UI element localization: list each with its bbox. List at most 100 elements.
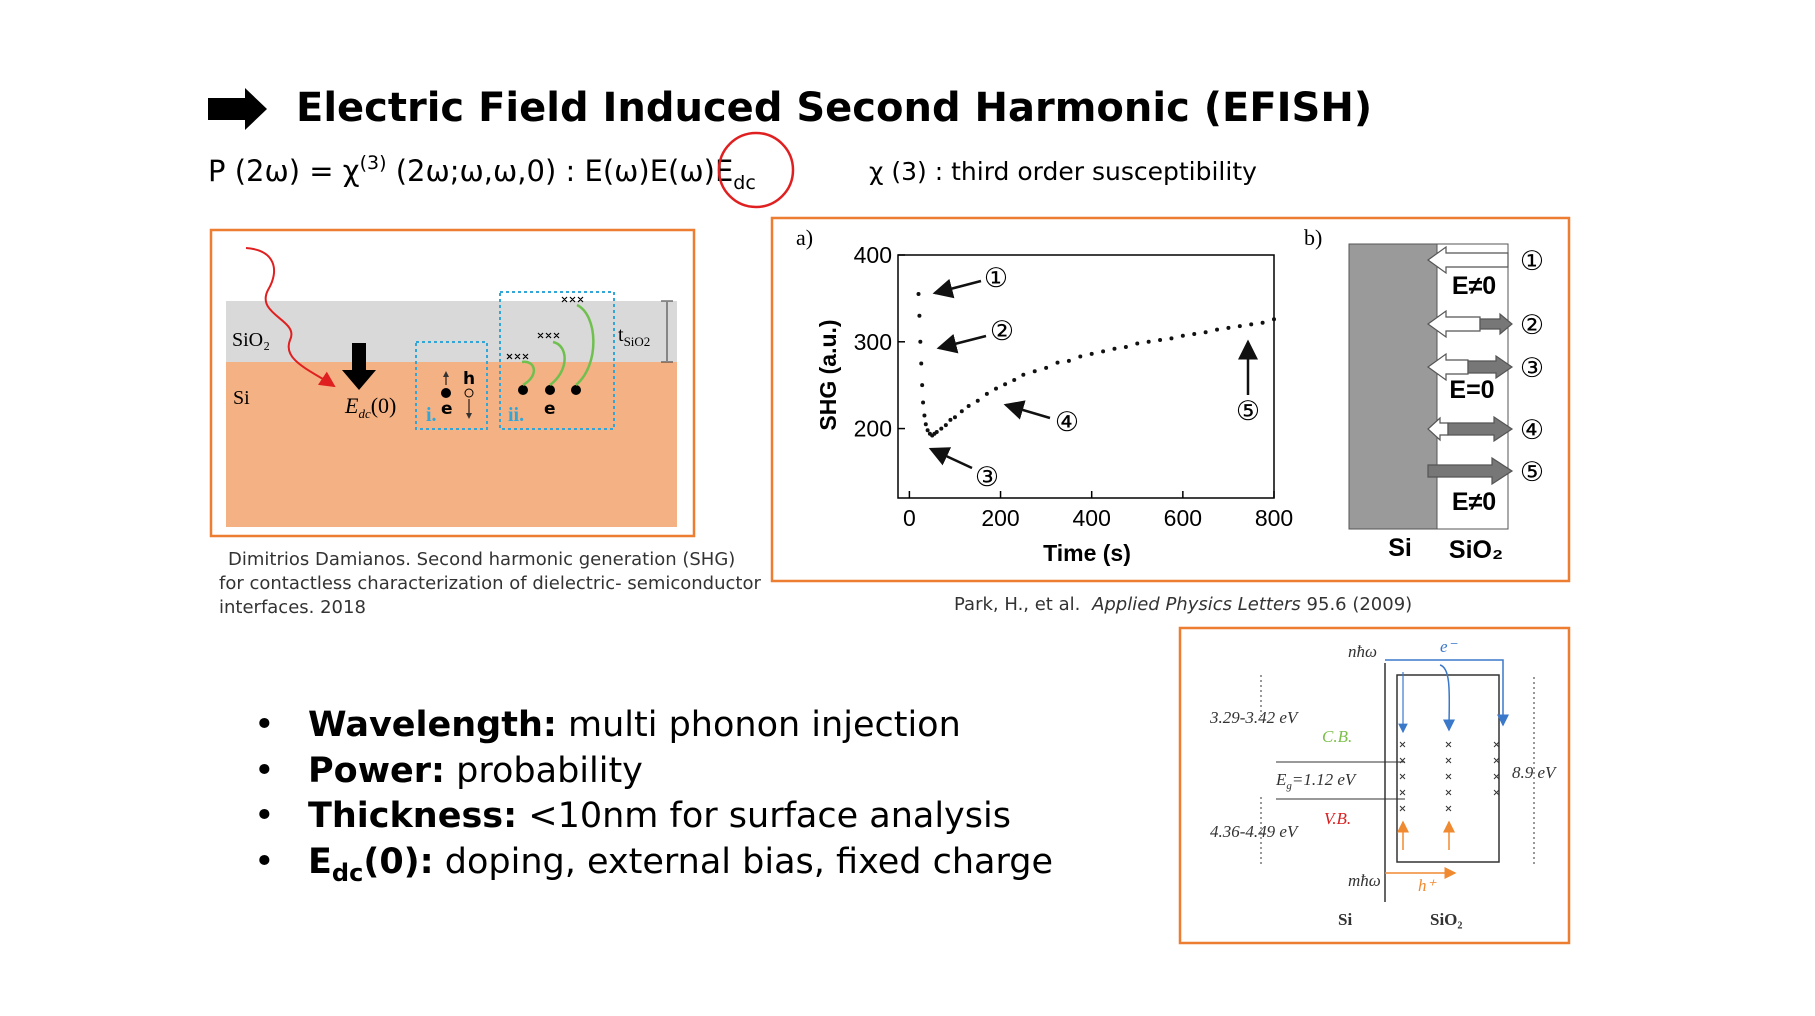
equation-note: χ (3) : third order susceptibility [869,157,1257,186]
incident-light [245,247,336,388]
data-point [1032,369,1037,374]
data-point [948,417,953,422]
highlight-circle [717,131,795,209]
field-subscript: dc [358,406,371,421]
caption-line: Dimitrios Damianos. Second harmonic gene… [228,549,735,570]
trap-states [1399,741,1500,812]
title: Electric Field Induced Second Harmonic (… [296,85,1372,131]
title-arrow [208,88,267,130]
y-tick-label: 300 [854,329,892,355]
annotation-arrow [936,333,987,354]
region-box [415,341,488,430]
x-tick-label: 0 [903,505,916,531]
data-point [1135,341,1140,346]
data-point [1066,358,1071,363]
trapped-charges [506,296,584,360]
caption-line: for contactless characterization of diel… [219,573,761,594]
data-point [934,430,939,435]
gap-subscript: g [1286,780,1292,792]
data-point [959,409,964,414]
electron-path [1385,659,1509,727]
bullet-item: Edc(0): doping, external bias, fixed cha… [308,842,1053,887]
region-box [499,291,615,430]
data-point [1123,344,1128,349]
data-point [943,423,948,428]
bullet-term: Thickness: [308,796,517,836]
hole-label: h [463,369,475,389]
photon-label: nħω [1348,642,1377,661]
x-tick-label: 600 [1164,505,1202,531]
field-state: E=0 [1449,376,1494,404]
electron [571,385,581,395]
electron-label: e⁻ [1440,637,1459,656]
band-diagram: nħω e⁻ 3.29-3.42 eV C.B. Eg=1.12 eV V.B.… [1209,637,1558,929]
state-number: ⑤ [1520,457,1544,488]
oxide-layer [226,301,677,362]
bullet-item: Wavelength: multi phonon injection [308,705,961,745]
field-label: Edc(0) [344,393,396,421]
bullet-item: Power: probability [308,751,643,791]
region-label: Si [1338,910,1352,929]
data-point [918,339,923,344]
region-label: SiO₂ [1449,536,1503,564]
caption: Park, H., et al. Applied Physics Letters… [954,594,1412,615]
tunnel-path [575,303,595,386]
tunnel-path [549,340,566,386]
data-point [1012,377,1017,382]
silicon-label: Si [233,387,250,409]
field-arrows [1426,245,1514,486]
silicon-layer [226,362,677,527]
bullet-term: (0): [363,842,433,882]
bullet-term: Power: [308,751,445,791]
data-point [1260,320,1265,325]
data-point [1158,338,1163,343]
data-point [1044,365,1049,370]
electron-path [1439,664,1456,732]
caption-line: interfaces. 2018 [219,597,366,618]
x-tick-label: 800 [1255,505,1293,531]
electron [518,385,528,395]
gap-value: =1.12 eV [1292,770,1358,789]
annotation: ⑤ [1236,396,1260,426]
field-arrow [342,343,376,390]
band-label: V.B. [1324,809,1351,828]
bullet-list: • Wavelength: multi phonon injection • P… [254,705,1053,887]
region-label: i. [426,404,437,426]
figure-frame [1178,626,1571,945]
annotation-arrow [1003,400,1051,420]
tunnel-path [521,360,535,387]
silicon-region [1348,243,1438,530]
annotation-arrow [928,447,973,470]
bullet: • [254,842,275,882]
data-point [922,413,927,418]
caption-authors: Park, H., et al. [954,594,1086,615]
bullet-term-subscript: dc [332,859,363,887]
equation-superscript: (3) [360,152,387,174]
data-point [1180,333,1185,338]
data-point [1237,324,1242,329]
annotation: ③ [975,462,999,492]
region-label: ii. [508,404,524,426]
thickness-label: tSiO2 [618,324,650,349]
y-axis-label: SHG (a.u.) [815,319,841,430]
annotation: ② [990,316,1014,346]
data-point [917,313,922,318]
bullet: • [254,796,275,836]
data-point [1272,317,1276,322]
equation: P (2ω) = χ(3) (2ω;ω,ω,0) : E(ω)E(ω)Edc [208,152,756,194]
bullet: • [254,705,275,745]
panel-b-labels: E≠0 E=0 E≠0 Si SiO₂ [1388,272,1503,564]
data-point [1021,372,1026,377]
electron-label: e [441,399,453,419]
data-point [1192,331,1197,336]
electron-label: e [544,399,556,419]
bullet-term: Wavelength: [308,705,557,745]
shg-plot: SHG (a.u.) Time (s) ① ② ③ ④ ⑤ 200 300 400 0… [815,242,1293,566]
data-point [919,361,924,366]
plot-frame [897,254,1275,499]
x-axis-label: Time (s) [1043,540,1131,566]
data-point [1003,382,1008,387]
y-tick-label: 200 [854,416,892,442]
data-point [1055,360,1060,365]
data-point [1101,349,1106,354]
